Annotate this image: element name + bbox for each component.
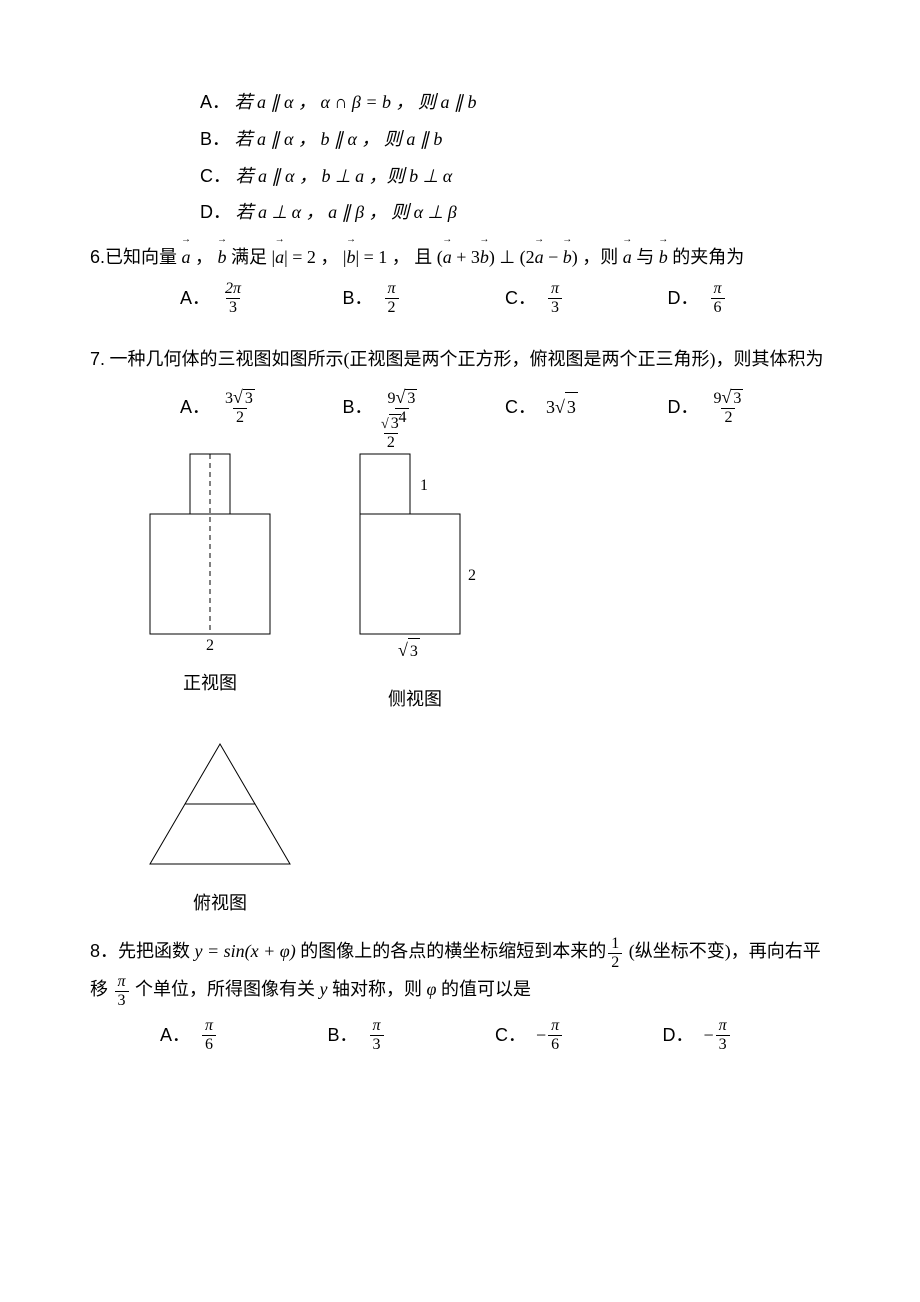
q-number: 6. [90,247,105,267]
top-view-figure: 俯视图 [140,734,300,918]
q8-option-b: B． π3 [328,1017,496,1053]
option-letter: C． [505,393,536,422]
front-view-label: 正视图 [140,669,280,698]
option-letter: A． [180,393,210,422]
option-letter: B． [328,1021,358,1050]
question-7: 7. 一种几何体的三视图如图所示(正视图是两个正方形，俯视图是两个正三角形)，则… [90,340,830,917]
side-bottom-dim: √3 [398,636,420,665]
option-letter: C． [495,1021,526,1050]
option-letter: B． [343,393,373,422]
option-text: 若 a ∥ α ， b ∥ α ， 则 a ∥ b [235,129,443,149]
q-number: 7. [90,349,105,369]
option-letter: A． [200,92,230,112]
svg-text:2: 2 [206,637,214,654]
svg-text:2: 2 [468,567,476,584]
fraction: 9√3 2 [711,388,747,426]
option-letter: C． [505,284,536,313]
scale-fraction: 12 [608,935,622,971]
option-letter: A． [160,1021,190,1050]
q7-stem: 7. 一种几何体的三视图如图所示(正视图是两个正方形，俯视图是两个正三角形)，则… [90,340,830,380]
fraction: π3 [548,280,562,316]
q5-option-d: D． 若 a ⊥ α ， a ∥ β ， 则 α ⊥ β [200,198,830,227]
vector-a: a [182,243,191,272]
q8-stem: 8．先把函数 y = sin(x + φ) 的图像上的各点的横坐标缩短到本来的1… [90,933,830,1009]
q7-option-a: A． 3√3 2 [180,388,343,426]
q5-option-b: B． 若 a ∥ α ， b ∥ α ， 则 a ∥ b [200,125,830,154]
option-letter: D． [668,284,699,313]
side-view-figure: √32 1 2 √3 侧视图 [350,444,480,714]
fraction: π3 [370,1017,384,1053]
q-number: 8． [90,941,118,961]
front-view-figure: 2 正视图 [140,444,280,714]
q7-option-c: C． 3√3 [505,388,668,426]
q7-option-d: D． 9√3 2 [668,388,831,426]
q6-option-b: B． π2 [343,280,506,316]
fraction: π6 [202,1017,216,1053]
q7-options: A． 3√3 2 B． 9√3 4 C． 3√3 D． 9√3 2 [180,388,830,426]
question-8: 8．先把函数 y = sin(x + φ) 的图像上的各点的横坐标缩短到本来的1… [90,933,830,1053]
q8-option-a: A． π6 [160,1017,328,1053]
q8-options: A． π6 B． π3 C． − π6 D． − π3 [160,1017,830,1053]
q8-option-d: D． − π3 [663,1017,831,1053]
option-letter: D． [668,393,699,422]
option-letter: D． [200,202,231,222]
fraction: π3 [716,1017,730,1053]
fraction: π6 [711,280,725,316]
top-view-svg [140,734,300,874]
option-text: 若 a ⊥ α ， a ∥ β ， 则 α ⊥ β [236,202,457,222]
side-view-label: 侧视图 [350,685,480,714]
option-text: 若 a ∥ α ， α ∩ β = b ， 则 a ∥ b [235,92,477,112]
side-view-svg: 1 2 [350,444,480,654]
shift-fraction: π3 [115,973,129,1009]
q6-option-c: C． π3 [505,280,668,316]
option-letter: A． [180,284,210,313]
function-expr: y = sin(x + φ) [195,941,296,961]
option-letter: B． [343,284,373,313]
svg-text:1: 1 [420,477,428,494]
q7-svg-row-1: 2 正视图 √32 1 2 √3 侧视图 [140,444,830,714]
q5-option-a: A． 若 a ∥ α ， α ∩ β = b ， 则 a ∥ b [200,88,830,117]
side-top-dim: √32 [376,414,406,451]
q6-option-d: D． π6 [668,280,831,316]
vector-b: b [218,243,227,272]
q7-option-b: B． 9√3 4 [343,388,506,426]
q7-svg-row-2: 俯视图 [140,734,830,918]
option-letter: D． [663,1021,694,1050]
top-view-label: 俯视图 [140,889,300,918]
q6-stem: 6.已知向量 a ， b 满足 |a| = 2 ， |b| = 1 ， 且 (a… [90,243,830,272]
question-6: 6.已知向量 a ， b 满足 |a| = 2 ， |b| = 1 ， 且 (a… [90,243,830,316]
q6-options: A． 2π3 B． π2 C． π3 D． π6 [180,280,830,316]
question-5-options: A． 若 a ∥ α ， α ∩ β = b ， 则 a ∥ b B． 若 a … [90,88,830,227]
front-view-svg: 2 [140,444,280,654]
option-letter: C． [200,166,231,186]
q5-option-c: C． 若 a ∥ α ， b ⊥ a ，则 b ⊥ α [200,162,830,191]
option-text: 若 a ∥ α ， b ⊥ a ，则 b ⊥ α [236,166,453,186]
fraction: 2π3 [222,280,244,316]
q6-option-a: A． 2π3 [180,280,343,316]
q8-option-c: C． − π6 [495,1017,663,1053]
fraction: 3√3 2 [222,388,258,426]
option-letter: B． [200,129,230,149]
fraction: π2 [385,280,399,316]
fraction: π6 [548,1017,562,1053]
